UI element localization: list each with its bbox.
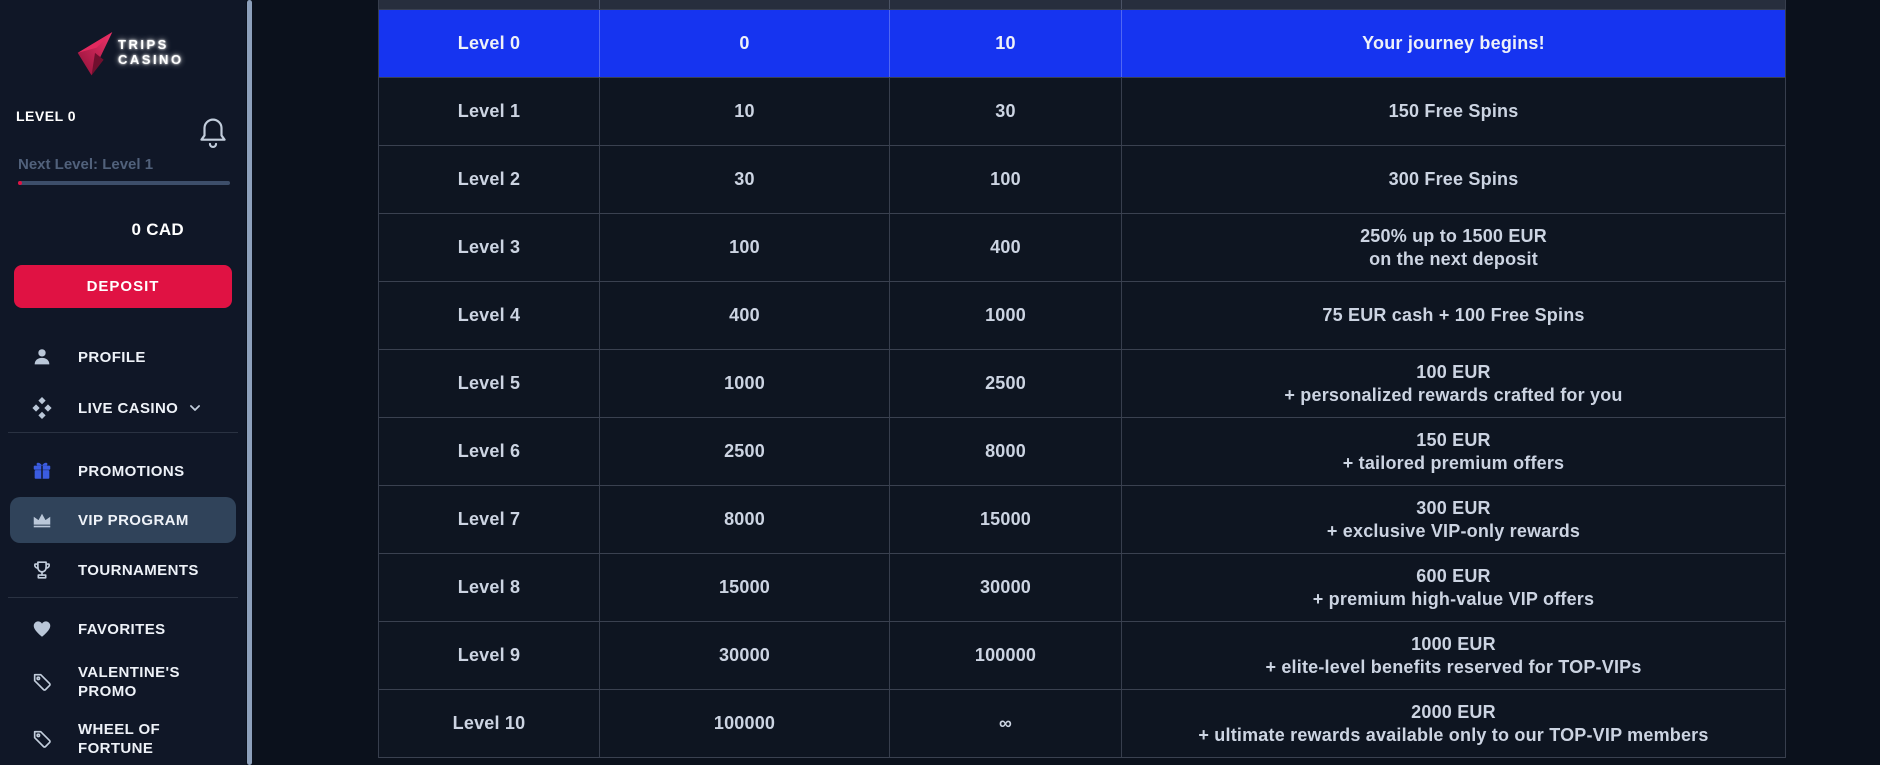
- sidebar-item-profile[interactable]: PROFILE: [10, 335, 236, 379]
- reward-cell: 600 EUR + premium high-value VIP offers: [1312, 565, 1595, 609]
- level-cell: Level 7: [379, 486, 600, 553]
- sidebar-item-label: VALENTINE'S PROMO: [78, 664, 180, 700]
- notifications-bell-icon[interactable]: [198, 116, 228, 150]
- points-from-cell: 30: [600, 146, 890, 213]
- vip-table-row-level-9: Level 9 30000 100000 1000 EUR + elite-lev…: [379, 622, 1785, 690]
- sidebar-item-label: VIP PROGRAM: [78, 511, 189, 529]
- progress-fill: [18, 181, 23, 185]
- vip-table-row-level-2: Level 2 30 100 300 Free Spins: [379, 146, 1785, 214]
- level-cell: Level 1: [379, 78, 600, 145]
- deposit-button[interactable]: DEPOSIT: [14, 265, 232, 308]
- level-cell: Level 6: [379, 418, 600, 485]
- next-level-label: Next Level: Level 1: [18, 156, 154, 173]
- points-from-cell: 1000: [600, 350, 890, 417]
- level-cell: Level 5: [379, 350, 600, 417]
- vip-table-row-level-8: Level 8 15000 30000 600 EUR + premium hig…: [379, 554, 1785, 622]
- points-to-cell: 10: [890, 10, 1122, 77]
- points-from-cell: 100: [600, 214, 890, 281]
- balance-amount: 0 CAD: [131, 220, 184, 239]
- reward-cell: 150 Free Spins: [1388, 101, 1519, 121]
- reward-cell: 300 EUR + exclusive VIP-only rewards: [1326, 497, 1581, 541]
- points-from-cell: 400: [600, 282, 890, 349]
- reward-cell: 2000 EUR + ultimate rewards available onl…: [1198, 701, 1709, 745]
- brand-logo[interactable]: TRIPS CASINO: [76, 16, 206, 88]
- points-to-cell: 1000: [890, 282, 1122, 349]
- vip-table-row-level-7: Level 7 8000 15000 300 EUR + exclusive VI…: [379, 486, 1785, 554]
- gift-icon: [30, 459, 54, 483]
- reward-cell: 300 Free Spins: [1388, 169, 1519, 189]
- tag-icon: [30, 670, 54, 694]
- sidebar-item-valentines-promo[interactable]: VALENTINE'S PROMO: [10, 658, 236, 706]
- level-cell: Level 4: [379, 282, 600, 349]
- sidebar-item-label: PROFILE: [78, 348, 146, 366]
- vip-table-row-level-5: Level 5 1000 2500 100 EUR + personalized …: [379, 350, 1785, 418]
- sidebar-item-label: TOURNAMENTS: [78, 561, 199, 579]
- current-level-label: LEVEL 0: [16, 108, 77, 124]
- points-to-cell: 30000: [890, 554, 1122, 621]
- level-cell: Level 0: [379, 10, 600, 77]
- reward-cell: 100 EUR + personalized rewards crafted fo…: [1284, 361, 1623, 405]
- sidebar-divider: [8, 597, 238, 598]
- profile-icon: [30, 345, 54, 369]
- vip-table-row-level-4: Level 4 400 1000 75 EUR cash + 100 Free …: [379, 282, 1785, 350]
- reward-cell: Your journey begins!: [1362, 33, 1545, 53]
- points-from-cell: 2500: [600, 418, 890, 485]
- points-from-cell: 100000: [600, 690, 890, 757]
- points-to-cell: 100000: [890, 622, 1122, 689]
- reward-cell: 250% up to 1500 EUR on the next deposit: [1360, 225, 1547, 269]
- vip-levels-table: Level 0 0 10 Your journey begins! Level …: [378, 0, 1786, 758]
- vip-table-row-level-0: Level 0 0 10 Your journey begins!: [379, 10, 1785, 78]
- brand-arrow-icon: [77, 32, 113, 76]
- sidebar-scrollbar[interactable]: [247, 0, 252, 765]
- vip-table-row-level-3: Level 3 100 400 250% up to 1500 EUR on th…: [379, 214, 1785, 282]
- reward-cell: 150 EUR + tailored premium offers: [1342, 429, 1565, 473]
- level-cell: Level 9: [379, 622, 600, 689]
- live-casino-icon: [30, 396, 54, 420]
- level-cell: Level 10: [379, 690, 600, 757]
- points-to-cell: 400: [890, 214, 1122, 281]
- level-cell: Level 3: [379, 214, 600, 281]
- sidebar: TRIPS CASINO LEVEL 0 Next Level: Level 1…: [0, 0, 246, 765]
- points-to-cell: 100: [890, 146, 1122, 213]
- points-to-cell: 8000: [890, 418, 1122, 485]
- table-header-sliver: [379, 0, 1785, 10]
- vip-table-row-level-10: Level 10 100000 ∞ 2000 EUR + ultimate rew…: [379, 690, 1785, 758]
- sidebar-divider: [8, 432, 238, 433]
- points-to-cell: 30: [890, 78, 1122, 145]
- level-cell: Level 2: [379, 146, 600, 213]
- points-to-cell: 2500: [890, 350, 1122, 417]
- vip-table-row-level-1: Level 1 10 30 150 Free Spins: [379, 78, 1785, 146]
- points-from-cell: 15000: [600, 554, 890, 621]
- points-to-cell: 15000: [890, 486, 1122, 553]
- points-to-cell: ∞: [890, 690, 1122, 757]
- sidebar-item-label: WHEEL OF FORTUNE: [78, 721, 161, 757]
- sidebar-item-tournaments[interactable]: TOURNAMENTS: [10, 548, 236, 592]
- reward-cell: 1000 EUR + elite-level benefits reserved …: [1265, 633, 1642, 677]
- points-from-cell: 10: [600, 78, 890, 145]
- chevron-down-icon: [190, 405, 201, 411]
- sidebar-item-favorites[interactable]: FAVORITES: [10, 607, 236, 651]
- crown-icon: [30, 508, 54, 532]
- sidebar-item-label: LIVE CASINO: [78, 399, 179, 417]
- points-from-cell: 30000: [600, 622, 890, 689]
- sidebar-item-wheel-of-fortune[interactable]: WHEEL OF FORTUNE: [10, 715, 236, 763]
- brand-name: TRIPS CASINO: [118, 37, 184, 67]
- level-cell: Level 8: [379, 554, 600, 621]
- points-from-cell: 0: [600, 10, 890, 77]
- points-from-cell: 8000: [600, 486, 890, 553]
- trophy-icon: [30, 558, 54, 582]
- sidebar-item-vip-program[interactable]: VIP PROGRAM: [10, 497, 236, 543]
- reward-cell: 75 EUR cash + 100 Free Spins: [1322, 305, 1585, 325]
- sidebar-item-live-casino[interactable]: LIVE CASINO: [10, 386, 236, 430]
- heart-icon: [30, 617, 54, 641]
- sidebar-item-promotions[interactable]: PROMOTIONS: [10, 449, 236, 493]
- tag-icon: [30, 727, 54, 751]
- sidebar-item-label: FAVORITES: [78, 620, 166, 638]
- level-progress-bar: [18, 181, 230, 185]
- vip-table-row-level-6: Level 6 2500 8000 150 EUR + tailored prem…: [379, 418, 1785, 486]
- sidebar-item-label: PROMOTIONS: [78, 462, 185, 480]
